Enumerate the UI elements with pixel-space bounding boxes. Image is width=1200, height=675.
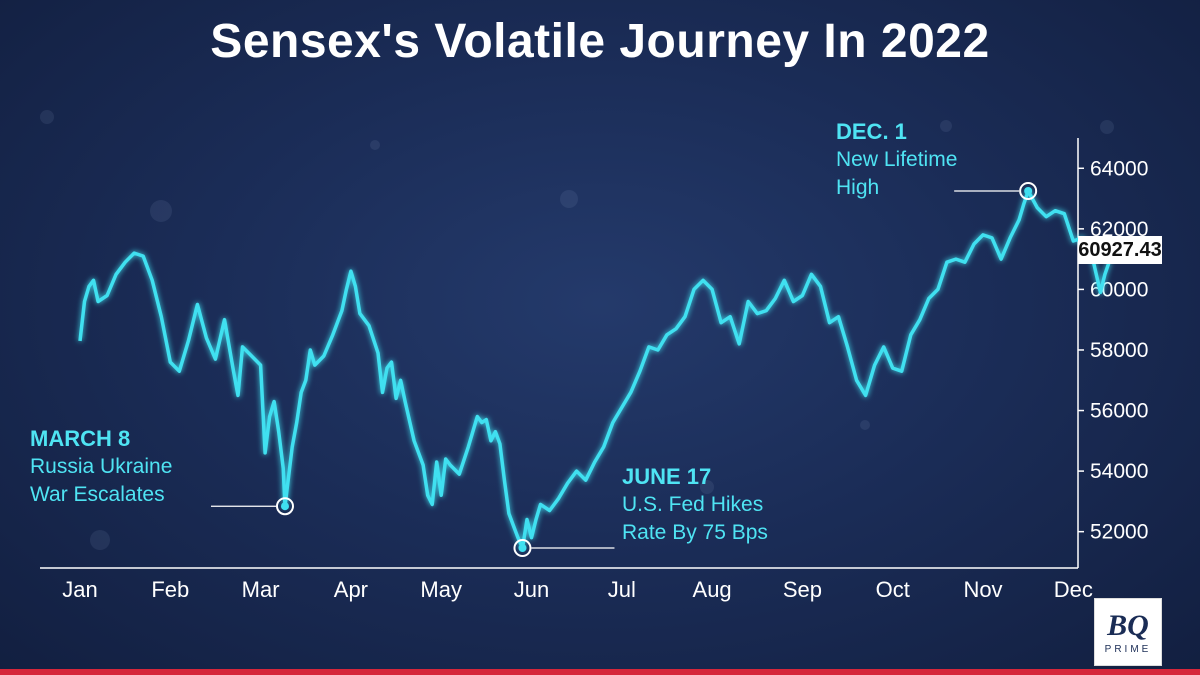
x-tick-label: May	[420, 577, 462, 602]
bokeh-dot	[40, 110, 54, 124]
annotation-marker-dot	[518, 544, 527, 553]
x-tick-label: Jan	[62, 577, 97, 602]
annotation-dec-1: DEC. 1 New Lifetime High	[836, 118, 957, 202]
annotation-text: High	[836, 176, 880, 199]
bottom-accent-bar	[0, 669, 1200, 675]
y-tick-label: 56000	[1090, 400, 1148, 423]
x-tick-label: Jul	[608, 577, 636, 602]
annotation-marker-dot	[1024, 186, 1033, 195]
chart-title: Sensex's Volatile Journey In 2022	[210, 15, 990, 68]
bokeh-dot	[860, 420, 870, 430]
x-tick-label: Aug	[693, 577, 732, 602]
y-tick-label: 60000	[1090, 278, 1148, 301]
bokeh-dot	[700, 480, 714, 494]
y-tick-label: 54000	[1090, 460, 1148, 483]
annotation-marker-dot	[280, 502, 289, 511]
annotation-marker-ring	[275, 497, 294, 516]
x-tick-label: Feb	[151, 577, 189, 602]
bokeh-dot	[370, 140, 380, 150]
annotation-marker-ring	[1019, 181, 1038, 200]
bokeh-dot	[150, 200, 172, 222]
annotation-marker-ring	[513, 539, 532, 558]
annotation-heading: JUNE 17	[622, 464, 712, 489]
current-value-badge: 60927.43	[1078, 236, 1162, 264]
bq-prime-logo: BQ PRIME	[1094, 598, 1162, 666]
y-tick-label: 62000	[1090, 218, 1148, 241]
x-tick-label: Sep	[783, 577, 822, 602]
annotation-june-17: JUNE 17 U.S. Fed Hikes Rate By 75 Bps	[622, 463, 768, 547]
annotation-march-8: MARCH 8 Russia Ukraine War Escalates	[30, 425, 172, 509]
y-tick-label: 52000	[1090, 521, 1148, 544]
x-tick-label: Apr	[334, 577, 368, 602]
annotation-text: U.S. Fed Hikes	[622, 493, 764, 516]
x-tick-label: Jun	[514, 577, 549, 602]
annotation-text: Russia Ukraine	[30, 455, 173, 478]
x-tick-label: Nov	[963, 577, 1002, 602]
annotation-heading: MARCH 8	[30, 426, 131, 451]
bokeh-dot	[560, 190, 578, 208]
y-tick-label: 64000	[1090, 157, 1148, 180]
x-tick-label: Dec	[1054, 577, 1093, 602]
annotation-text: Rate By 75 Bps	[622, 521, 768, 544]
logo-wordmark: BQ	[1107, 608, 1149, 642]
bokeh-dot	[1100, 120, 1114, 134]
sensex-series-line	[78, 189, 1112, 550]
y-tick-label: 58000	[1090, 339, 1148, 362]
bokeh-dot	[940, 120, 952, 132]
x-tick-label: Mar	[242, 577, 280, 602]
annotation-heading: DEC. 1	[836, 119, 907, 144]
annotation-text: New Lifetime	[836, 148, 958, 171]
annotation-text: War Escalates	[30, 483, 165, 506]
logo-subtext: PRIME	[1104, 643, 1152, 655]
x-tick-label: Oct	[876, 577, 910, 602]
bokeh-dot	[90, 530, 110, 550]
